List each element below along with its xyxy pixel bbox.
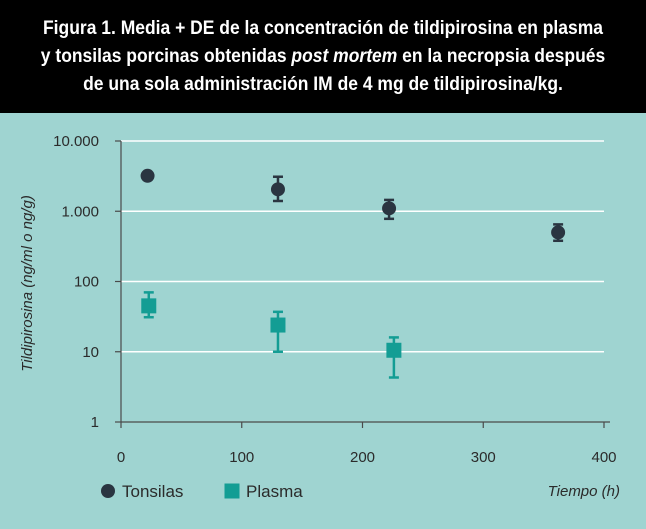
data-point-tonsilas: [270, 175, 285, 203]
legend-marker-square: [224, 483, 240, 499]
y-axis-label: Tildipirosina (ng/ml o ng/g): [19, 195, 36, 372]
title-text-italic: post mortem: [291, 45, 398, 67]
legend-item-tonsilas: Tonsilas: [101, 482, 183, 501]
legend-label: Tonsilas: [122, 482, 183, 501]
y-tick-label: 1.000: [61, 203, 99, 220]
marker-circle: [140, 168, 155, 183]
data-point-tonsilas: [551, 223, 566, 243]
figure-header: Figura 1. Media + DE de la concentración…: [0, 0, 646, 113]
title-text-part1: Figura 1. Media + DE de la concentración…: [40, 17, 603, 67]
legend-marker-circle: [101, 484, 115, 498]
marker-square: [141, 298, 157, 314]
data-point-tonsilas: [382, 198, 397, 221]
y-tick-label: 1: [91, 414, 99, 431]
figure-title: Figura 1. Media + DE de la concentración…: [38, 15, 608, 99]
y-tick-label: 100: [74, 274, 99, 291]
y-tick-label: 10: [82, 344, 99, 361]
marker-circle: [551, 225, 566, 240]
data-point-tonsilas: [140, 168, 155, 183]
marker-circle: [270, 182, 285, 197]
title-text-part2: en la necropsia después de una sola admi…: [83, 45, 606, 95]
x-tick-label: 100: [229, 449, 254, 466]
data-point-plasma: [386, 336, 402, 379]
data-point-plasma: [141, 291, 157, 319]
x-tick-label: 0: [117, 449, 125, 466]
y-tick-label: 10.000: [53, 133, 99, 150]
marker-square: [270, 317, 286, 333]
x-axis-label: Tiempo (h): [548, 483, 620, 500]
x-tick-label: 300: [471, 449, 496, 466]
x-tick-label: 400: [591, 449, 616, 466]
series-tonsilas: [140, 168, 566, 243]
series-plasma: [141, 291, 402, 379]
legend-item-plasma: Plasma: [224, 482, 303, 501]
legend: Tonsilas Plasma: [101, 482, 303, 501]
marker-square: [386, 342, 402, 358]
legend-label: Plasma: [246, 482, 303, 501]
marker-circle: [382, 201, 397, 216]
x-tick-label: 200: [350, 449, 375, 466]
data-point-plasma: [270, 310, 286, 353]
